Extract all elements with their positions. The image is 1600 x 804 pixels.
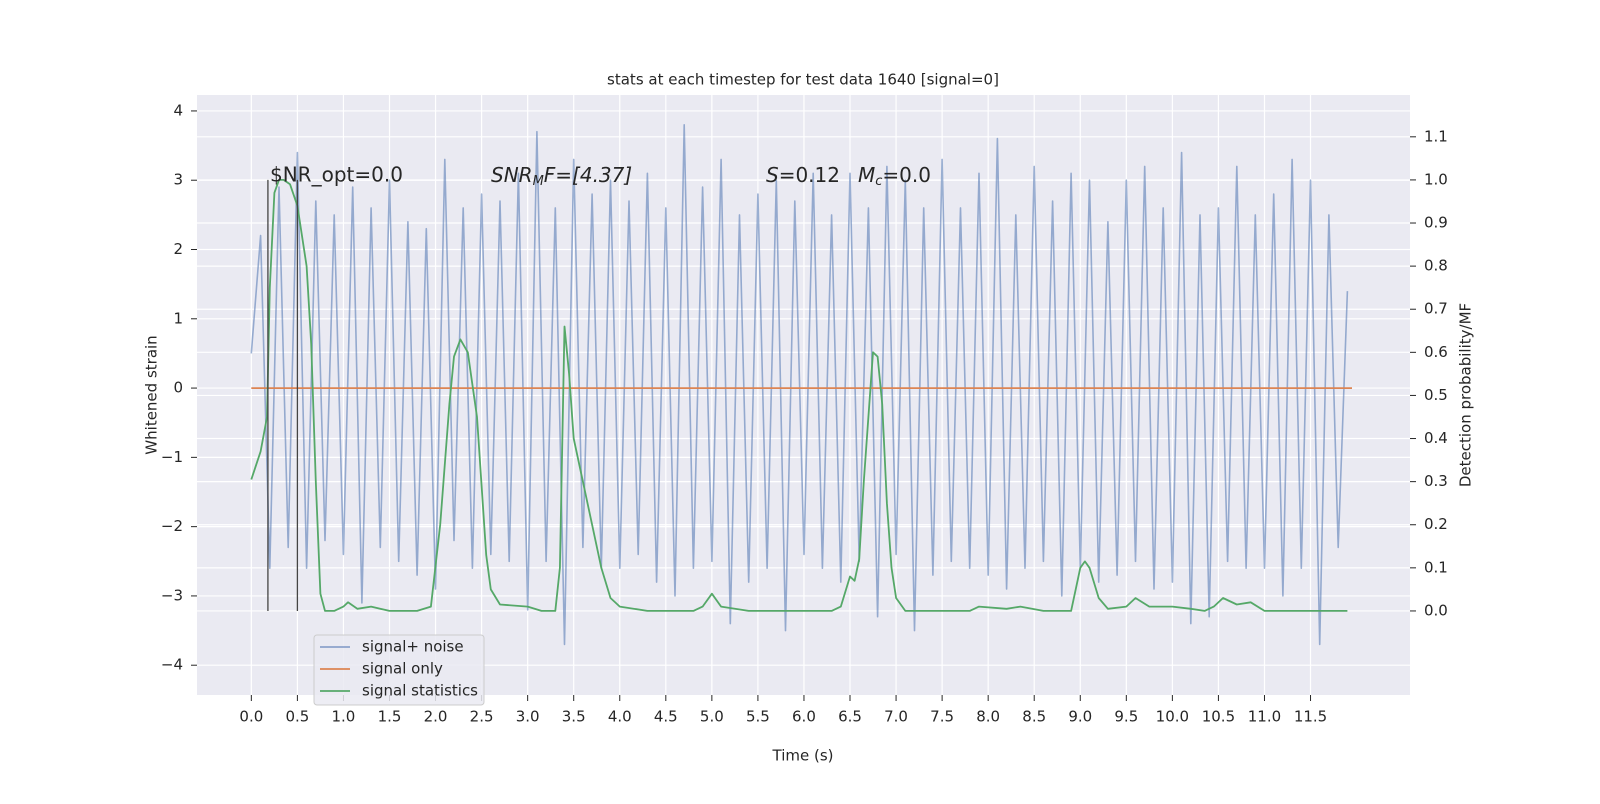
annotation-part: =0.0 [882,163,931,187]
y2-tick-label: 0.4 [1424,429,1448,447]
x-tick-label: 5.5 [746,708,770,726]
y2-tick-label: 0.9 [1424,214,1448,232]
x-tick-label: 9.5 [1114,708,1138,726]
x-tick-label: 8.0 [976,708,1000,726]
x-tick-label: 8.5 [1022,708,1046,726]
y-tick-label: −1 [161,448,183,466]
x-axis-label: Time (s) [772,747,834,765]
y-axis-label: Whitened strain [143,335,161,454]
y2-tick-label: 0.7 [1424,300,1448,318]
y-tick-label: 3 [173,171,183,189]
annotation-part: M [858,163,875,187]
x-tick-label: 5.0 [700,708,724,726]
x-tick-label: 6.5 [838,708,862,726]
x-tick-label: 9.0 [1068,708,1092,726]
y-tick-label: 0 [173,379,183,397]
annotation-part: S [766,163,779,187]
annotation: SNRMF=[4.37] [491,163,632,189]
y2-tick-label: 0.2 [1424,515,1448,533]
x-tick-label: 4.5 [654,708,678,726]
y2-tick-label: 0.0 [1424,601,1448,619]
x-tick-label: 7.0 [884,708,908,726]
y2-tick-label: 0.5 [1424,386,1448,404]
x-tick-label: 6.0 [792,708,816,726]
series-line [250,124,1349,646]
legend-box [313,634,485,706]
y2-axis-label: Detection probability/MF [1457,303,1475,487]
annotation-part: c [875,174,882,189]
x-tick-label: 2.5 [470,708,494,726]
y-tick-label: −3 [161,586,183,604]
x-tick-label: 11.5 [1294,708,1327,726]
legend: signal+ noise signal only signal statistic… [313,634,485,706]
x-tick-label: 0.0 [239,708,263,726]
y-tick-label: 1 [173,309,183,327]
x-tick-label: 0.5 [285,708,309,726]
annotation: $NR_opt=0.0 [270,163,403,187]
x-tick-label: 7.5 [930,708,954,726]
y-tick-label: 2 [173,240,183,258]
y-tick-label: −4 [161,656,183,674]
x-tick-label: 10.0 [1156,708,1189,726]
y2-tick-label: 0.3 [1424,472,1448,490]
y2-tick-label: 0.1 [1424,558,1448,576]
y2-tick-label: 0.6 [1424,343,1448,361]
x-tick-label: 4.0 [608,708,632,726]
legend-label: signal statistics [362,682,478,700]
x-tick-label: 2.0 [424,708,448,726]
x-tick-label: 11.0 [1248,708,1281,726]
x-tick-label: 3.0 [516,708,540,726]
series-line [250,179,1348,612]
annotation-part: SNR [491,163,533,187]
annotation-part: =0.12 [779,163,840,187]
annotation-part: M [533,174,544,189]
annotation: S=0.12 [766,163,840,187]
x-tick-label: 1.0 [332,708,356,726]
y-tick-label: −2 [161,517,183,535]
legend-label: signal+ noise [362,638,464,656]
y2-tick-label: 1.0 [1424,170,1448,188]
y2-tick-label: 1.1 [1424,127,1448,145]
chart-title: stats at each timestep for test data 164… [607,71,999,89]
annotation: Mc=0.0 [858,163,931,189]
x-tick-label: 3.5 [562,708,586,726]
x-tick-label: 1.5 [378,708,402,726]
annotation-part: F=[4.37] [544,163,632,187]
y2-tick-label: 0.8 [1424,257,1448,275]
y-tick-label: 4 [173,101,183,119]
legend-label: signal only [362,660,443,678]
x-tick-label: 10.5 [1202,708,1235,726]
